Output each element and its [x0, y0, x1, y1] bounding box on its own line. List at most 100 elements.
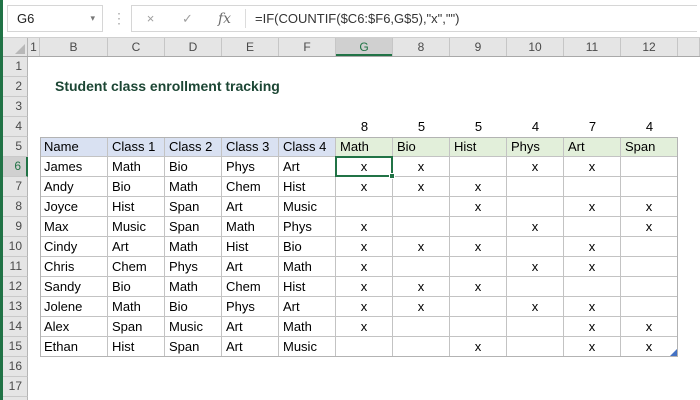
count-cell[interactable]: 8: [360, 119, 369, 134]
row-header-11[interactable]: 11: [3, 257, 28, 277]
table-header-cell[interactable]: Hist: [450, 137, 507, 157]
column-header-B[interactable]: B: [40, 38, 108, 56]
row-header-9[interactable]: 9: [3, 217, 28, 237]
row-header-7[interactable]: 7: [3, 177, 28, 197]
class-cell[interactable]: Chem: [222, 277, 279, 297]
count-cell[interactable]: 7: [588, 119, 597, 134]
class-cell[interactable]: Math: [279, 257, 336, 277]
class-cell[interactable]: Math: [165, 277, 222, 297]
mark-cell[interactable]: x: [336, 237, 393, 257]
column-header-9[interactable]: 9: [450, 38, 507, 56]
mark-cell[interactable]: x: [336, 277, 393, 297]
column-header-E[interactable]: E: [222, 38, 279, 56]
column-header-D[interactable]: D: [165, 38, 222, 56]
mark-cell[interactable]: x: [336, 297, 393, 317]
mark-cell[interactable]: [621, 157, 678, 177]
row-header-4[interactable]: 4: [3, 117, 28, 137]
mark-cell[interactable]: x: [507, 257, 564, 277]
count-cell[interactable]: 4: [645, 119, 654, 134]
selected-cell-outline[interactable]: [335, 156, 393, 177]
mark-cell[interactable]: x: [564, 237, 621, 257]
formula-input[interactable]: =IF(COUNTIF($C6:$F6,G$5),"x",""): [255, 11, 460, 26]
class-cell[interactable]: Hist: [222, 237, 279, 257]
name-cell[interactable]: Sandy: [40, 277, 108, 297]
mark-cell[interactable]: x: [621, 217, 678, 237]
class-cell[interactable]: Hist: [279, 177, 336, 197]
class-cell[interactable]: Span: [108, 317, 165, 337]
mark-cell[interactable]: [507, 237, 564, 257]
cancel-icon[interactable]: ×: [146, 11, 155, 26]
mark-cell[interactable]: [507, 177, 564, 197]
formula-bar-splitter-handle[interactable]: ⋮: [112, 10, 126, 26]
enter-icon[interactable]: ✓: [182, 10, 193, 26]
table-resize-handle[interactable]: [670, 349, 677, 356]
class-cell[interactable]: Chem: [222, 177, 279, 197]
count-cell[interactable]: 5: [474, 119, 483, 134]
class-cell[interactable]: Math: [165, 237, 222, 257]
class-cell[interactable]: Phys: [279, 217, 336, 237]
row-header-10[interactable]: 10: [3, 237, 28, 257]
class-cell[interactable]: Hist: [108, 197, 165, 217]
mark-cell[interactable]: x: [393, 237, 450, 257]
mark-cell[interactable]: [621, 297, 678, 317]
mark-cell[interactable]: x: [507, 297, 564, 317]
class-cell[interactable]: Hist: [108, 337, 165, 357]
class-cell[interactable]: Bio: [165, 157, 222, 177]
class-cell[interactable]: Bio: [279, 237, 336, 257]
class-cell[interactable]: Art: [222, 257, 279, 277]
mark-cell[interactable]: x: [564, 157, 621, 177]
row-header-12[interactable]: 12: [3, 277, 28, 297]
mark-cell[interactable]: [507, 317, 564, 337]
mark-cell[interactable]: [336, 337, 393, 357]
mark-cell[interactable]: x: [564, 197, 621, 217]
mark-cell[interactable]: [393, 317, 450, 337]
class-cell[interactable]: Music: [108, 217, 165, 237]
insert-function-icon[interactable]: fx: [217, 10, 232, 27]
fill-handle[interactable]: [389, 173, 395, 179]
column-header-C[interactable]: C: [108, 38, 165, 56]
class-cell[interactable]: Music: [279, 337, 336, 357]
mark-cell[interactable]: [450, 257, 507, 277]
mark-cell[interactable]: x: [450, 337, 507, 357]
mark-cell[interactable]: x: [564, 337, 621, 357]
name-cell[interactable]: Max: [40, 217, 108, 237]
row-header-2[interactable]: 2: [3, 77, 28, 97]
mark-cell[interactable]: x: [450, 277, 507, 297]
mark-cell[interactable]: [336, 197, 393, 217]
column-header-1[interactable]: 1: [28, 38, 40, 56]
row-header-5[interactable]: 5: [3, 137, 28, 157]
class-cell[interactable]: Bio: [108, 277, 165, 297]
class-cell[interactable]: Art: [222, 317, 279, 337]
mark-cell[interactable]: [450, 297, 507, 317]
table-header-cell[interactable]: Name: [40, 137, 108, 157]
row-header-1[interactable]: 1: [3, 57, 28, 77]
row-header-14[interactable]: 14: [3, 317, 28, 337]
table-header-cell[interactable]: Bio: [393, 137, 450, 157]
class-cell[interactable]: Math: [165, 177, 222, 197]
row-header-17[interactable]: 17: [3, 377, 28, 397]
table-header-cell[interactable]: Class 1: [108, 137, 165, 157]
mark-cell[interactable]: [564, 217, 621, 237]
class-cell[interactable]: Art: [279, 297, 336, 317]
name-cell[interactable]: James: [40, 157, 108, 177]
mark-cell[interactable]: x: [564, 297, 621, 317]
column-header-partial[interactable]: [678, 38, 700, 56]
class-cell[interactable]: Phys: [222, 157, 279, 177]
mark-cell[interactable]: [507, 197, 564, 217]
row-header-13[interactable]: 13: [3, 297, 28, 317]
mark-cell[interactable]: [393, 257, 450, 277]
count-cell[interactable]: 5: [417, 119, 426, 134]
class-cell[interactable]: Hist: [279, 277, 336, 297]
name-box[interactable]: G6 ▾: [7, 5, 103, 32]
column-header-F[interactable]: F: [279, 38, 336, 56]
class-cell[interactable]: Span: [165, 337, 222, 357]
class-cell[interactable]: Art: [108, 237, 165, 257]
mark-cell[interactable]: [450, 217, 507, 237]
column-header-11[interactable]: 11: [564, 38, 621, 56]
class-cell[interactable]: Phys: [165, 257, 222, 277]
mark-cell[interactable]: [621, 237, 678, 257]
class-cell[interactable]: Art: [222, 337, 279, 357]
column-header-10[interactable]: 10: [507, 38, 564, 56]
table-header-cell[interactable]: Math: [336, 137, 393, 157]
class-cell[interactable]: Chem: [108, 257, 165, 277]
